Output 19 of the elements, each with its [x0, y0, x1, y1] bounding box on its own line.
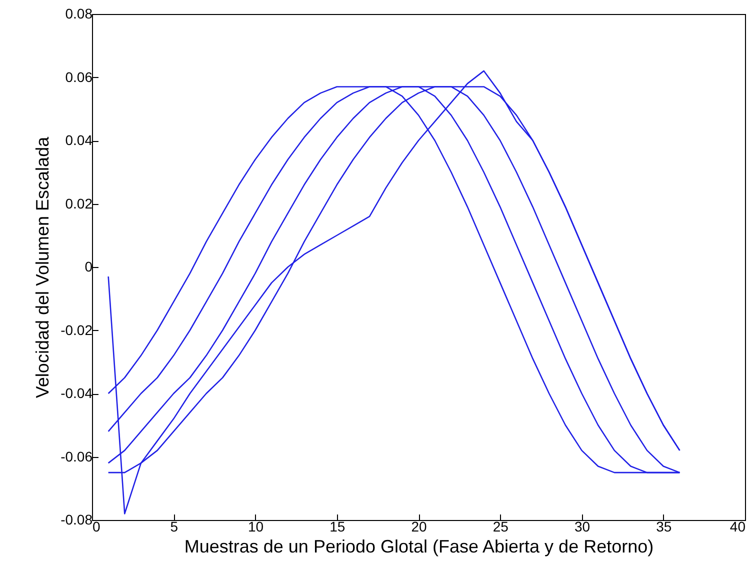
- y-tick-label: -0.04: [60, 385, 93, 401]
- y-tick-label: 0.02: [65, 195, 93, 212]
- y-axis-title: Velocidad del Volumen Escalada: [32, 136, 53, 398]
- y-tick-label: -0.02: [60, 322, 93, 338]
- y-tick-label: -0.06: [60, 448, 93, 464]
- x-tick-label: 25: [492, 518, 509, 534]
- x-tick-label: 20: [411, 518, 427, 534]
- y-tick-label: 0.06: [65, 68, 93, 85]
- x-tick-label: 30: [574, 518, 590, 534]
- y-tick-label: -0.08: [60, 512, 93, 528]
- x-tick-label: 10: [248, 518, 264, 534]
- x-tick-label: 15: [330, 518, 346, 534]
- x-tick-label: 5: [170, 518, 178, 534]
- x-tick-label: 35: [656, 518, 672, 534]
- x-axis-title: Muestras de un Periodo Glotal (Fase Abierta y de Retorno): [184, 536, 654, 556]
- y-tick-label: 0.08: [65, 6, 93, 22]
- y-tick-label: 0: [84, 258, 93, 274]
- x-tick-label: 40: [730, 518, 746, 534]
- y-tick-label: 0.04: [65, 132, 93, 148]
